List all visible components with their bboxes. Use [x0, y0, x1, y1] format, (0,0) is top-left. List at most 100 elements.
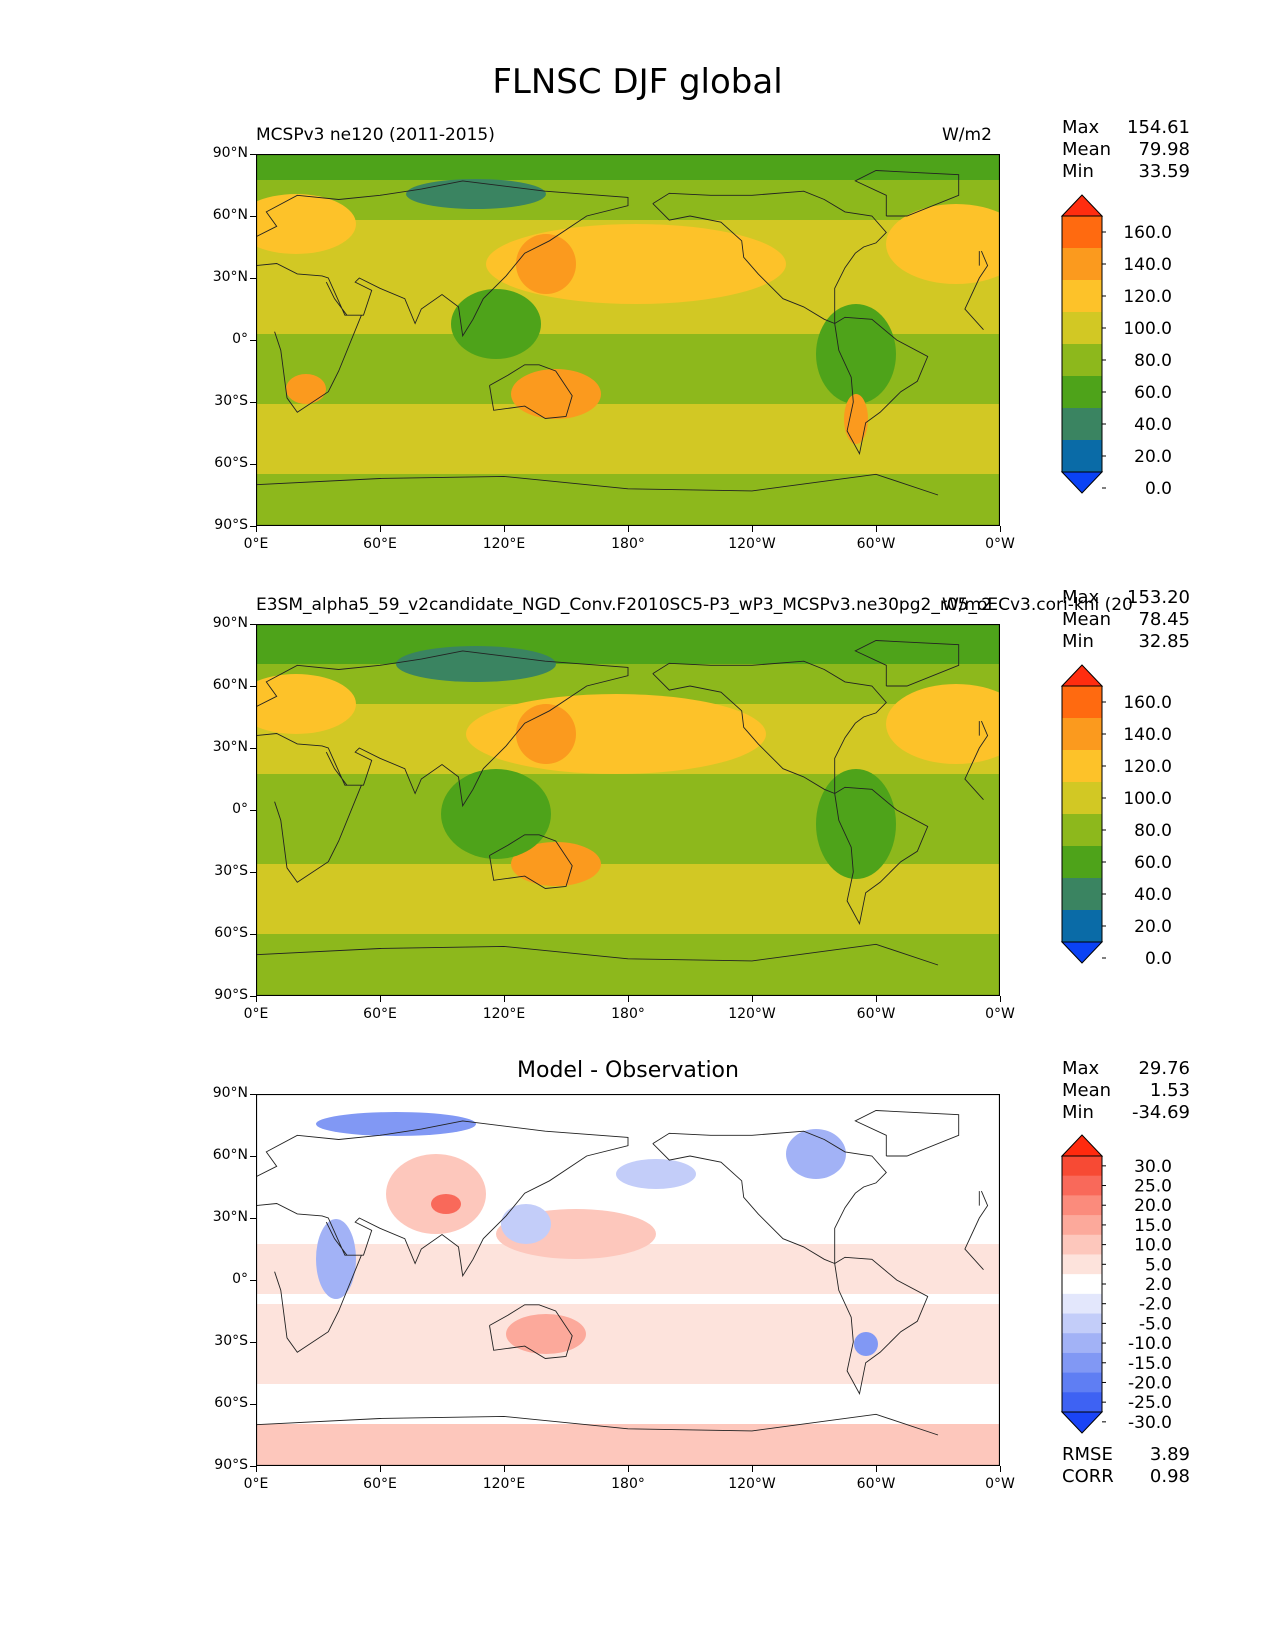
field-contour — [431, 1194, 461, 1214]
x-tick-mark — [628, 996, 629, 1002]
field-contour — [386, 1154, 486, 1234]
x-tick-label: 60°W — [856, 536, 896, 552]
stat-label: Mean — [1062, 609, 1112, 630]
panel1-map — [256, 154, 1000, 526]
colorbar-level-label: 0.0 — [1145, 949, 1172, 964]
coastline — [854, 170, 960, 217]
field-contour — [886, 204, 1000, 284]
colorbar-frame — [1061, 215, 1103, 473]
colorbar-segment — [1062, 718, 1102, 751]
y-tick-label: 30°N — [212, 739, 248, 755]
stat-value: 154.61 — [1127, 117, 1190, 138]
coastline — [256, 473, 939, 496]
x-tick-mark — [504, 1466, 505, 1472]
y-tick-mark — [250, 340, 256, 341]
y-tick-label: 90°S — [214, 1457, 248, 1473]
coastline — [489, 834, 573, 889]
y-tick-mark — [250, 1094, 256, 1095]
colorbar-extend-max — [1060, 1134, 1104, 1157]
panel3-title: Model - Observation — [517, 1058, 739, 1083]
field-contour — [286, 374, 326, 404]
x-tick-mark — [752, 996, 753, 1002]
colorbar-segment — [1062, 1195, 1102, 1216]
x-tick-label: 0°W — [985, 1006, 1015, 1022]
colorbar-segment — [1062, 1254, 1102, 1275]
colorbar-level-label: 100.0 — [1123, 789, 1172, 809]
y-tick-mark — [250, 464, 256, 465]
field-contour — [466, 694, 766, 774]
metric-label: CORR — [1062, 1466, 1114, 1487]
panel3-metrics: RMSE 3.89 CORR 0.98 — [1062, 1444, 1190, 1488]
stat-label: Min — [1062, 1102, 1094, 1123]
x-tick-label: 180° — [611, 1006, 645, 1022]
colorbar-level-label: -10.0 — [1128, 1334, 1172, 1354]
x-tick-label: 0°W — [985, 1476, 1015, 1492]
y-tick-mark — [250, 810, 256, 811]
stat-label: Max — [1062, 117, 1100, 138]
coastline — [489, 364, 573, 419]
x-tick-label: 120°W — [728, 536, 776, 552]
x-tick-label: 120°E — [482, 1476, 526, 1492]
field-band — [256, 624, 1000, 664]
y-tick-mark — [250, 1280, 256, 1281]
stat-value: -34.69 — [1131, 1102, 1190, 1123]
y-tick-label: 60°N — [212, 1147, 248, 1163]
panel2-colorbar: 160.0 140.0 120.0 100.0 80.0 60.0 40.0 20.0 0.0 — [1060, 664, 1172, 964]
x-tick-label: 120°W — [728, 1006, 776, 1022]
y-tick-label: 90°N — [212, 145, 248, 161]
colorbar-level-label: 120.0 — [1123, 287, 1172, 307]
x-tick-mark — [380, 1466, 381, 1472]
field-contour — [256, 194, 356, 254]
y-tick-label: 90°S — [214, 987, 248, 1003]
x-tick-mark — [876, 1466, 877, 1472]
y-tick-label: 60°N — [212, 677, 248, 693]
y-tick-mark — [250, 1342, 256, 1343]
stat-value: 78.45 — [1138, 609, 1190, 630]
metric-value: 3.89 — [1149, 1444, 1190, 1465]
x-tick-mark — [1000, 526, 1001, 532]
colorbar-extend-max — [1060, 194, 1104, 217]
stat-label: Max — [1062, 587, 1100, 608]
y-tick-label: 30°N — [212, 269, 248, 285]
x-tick-label: 60°W — [856, 1006, 896, 1022]
field-contour — [844, 394, 868, 444]
colorbar-segment — [1062, 1274, 1102, 1295]
panel2-map — [256, 624, 1000, 996]
colorbar-level-label: 20.0 — [1134, 1196, 1172, 1216]
figure-title: FLNSC DJF global — [492, 62, 783, 102]
field-contour — [511, 842, 601, 886]
panel2-stats: Max 153.20 Mean 78.45 Min 32.85 — [1062, 587, 1190, 653]
coastline — [489, 1304, 573, 1359]
panel3-colorbar: 30.025.020.015.010.05.02.0-2.0-5.0-10.0-… — [1060, 1134, 1172, 1434]
colorbar-segment — [1062, 1352, 1102, 1374]
colorbar-level-label: 60.0 — [1134, 853, 1172, 873]
y-tick-label: 60°S — [214, 1395, 248, 1411]
x-tick-mark — [752, 526, 753, 532]
colorbar-level-label: 20.0 — [1134, 917, 1172, 937]
y-tick-mark — [250, 526, 256, 527]
y-tick-label: 0° — [232, 1271, 248, 1287]
stat-value: 79.98 — [1138, 139, 1190, 160]
x-tick-label: 60°E — [363, 1476, 397, 1492]
colorbar-level-label: -20.0 — [1128, 1373, 1172, 1393]
coastline — [854, 640, 960, 687]
colorbar-level-label: -30.0 — [1128, 1413, 1172, 1433]
y-tick-mark — [250, 402, 256, 403]
x-tick-label: 0°W — [985, 536, 1015, 552]
colorbar-level-label: 40.0 — [1134, 885, 1172, 905]
x-tick-mark — [504, 996, 505, 1002]
colorbar-level-label: 160.0 — [1123, 223, 1172, 243]
colorbar-level-label: 10.0 — [1134, 1236, 1172, 1256]
colorbar-level-label: 20.0 — [1134, 447, 1172, 467]
y-tick-mark — [250, 1466, 256, 1467]
x-tick-label: 120°E — [482, 1006, 526, 1022]
panel2-title: E3SM_alpha5_59_v2candidate_NGD_Conv.F201… — [256, 595, 1133, 615]
colorbar-segment — [1062, 1293, 1102, 1315]
field-contour — [316, 1112, 476, 1136]
x-tick-label: 180° — [611, 536, 645, 552]
x-tick-mark — [628, 1466, 629, 1472]
colorbar-segment — [1062, 312, 1102, 345]
colorbar-level-label: 30.0 — [1134, 1157, 1172, 1177]
x-tick-label: 60°E — [363, 1006, 397, 1022]
coastline — [834, 786, 929, 926]
